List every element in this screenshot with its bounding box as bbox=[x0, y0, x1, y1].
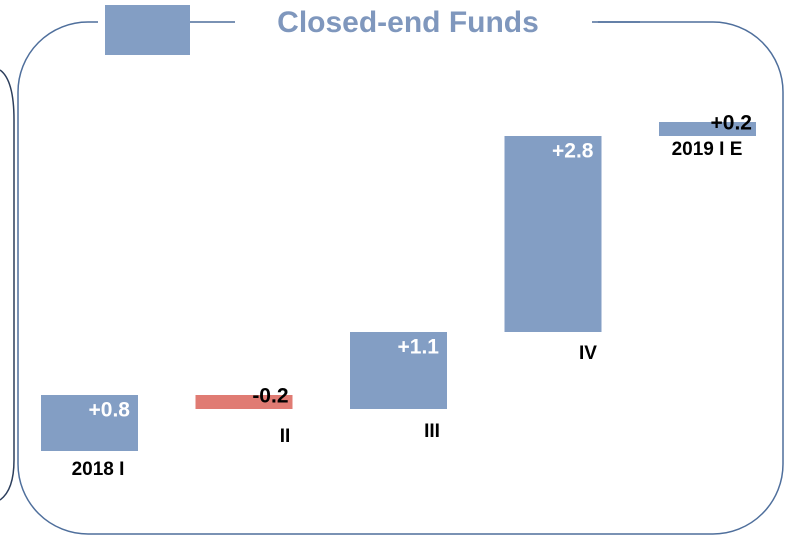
bar bbox=[41, 395, 138, 451]
value-label: +1.1 bbox=[398, 336, 440, 359]
category-label: III bbox=[424, 421, 440, 442]
category-label: 2019 I E bbox=[672, 139, 743, 160]
value-label: +0.8 bbox=[89, 399, 131, 422]
bar bbox=[659, 122, 756, 136]
title-swatch bbox=[105, 5, 190, 55]
category-label: II bbox=[280, 426, 291, 447]
value-label: +0.2 bbox=[711, 112, 752, 135]
panel-frame bbox=[17, 21, 784, 535]
bar bbox=[195, 395, 293, 409]
bar bbox=[350, 332, 447, 409]
bar bbox=[504, 136, 602, 332]
chart-title: Closed-end Funds bbox=[277, 6, 539, 39]
value-label: +2.8 bbox=[552, 140, 594, 163]
category-label: 2018 I bbox=[72, 459, 125, 480]
previous-panel-edge bbox=[0, 69, 15, 501]
category-label: IV bbox=[579, 343, 597, 364]
value-label: -0.2 bbox=[252, 385, 288, 408]
